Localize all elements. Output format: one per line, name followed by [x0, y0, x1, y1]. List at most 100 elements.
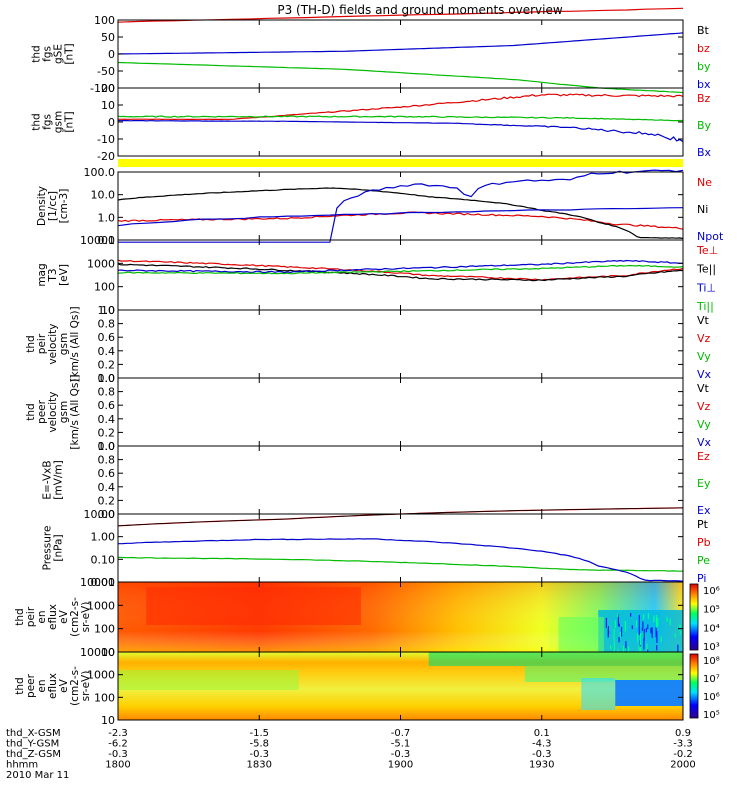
ion-noise-streak: [638, 643, 640, 652]
xaxis-row-label: hhmm: [6, 760, 38, 771]
By-line: [117, 115, 684, 122]
y-axis-label: [1/cc]: [47, 191, 59, 221]
legend-bx: bx: [697, 78, 711, 91]
ion-noise-streak: [647, 612, 649, 620]
xaxis-value: -0.3: [249, 749, 269, 760]
xaxis-value: 1930: [529, 760, 554, 771]
legend-Ti||: Ti||: [696, 300, 714, 313]
Ti-par-line: [117, 264, 684, 275]
y-tick-label: 10: [101, 99, 115, 112]
panel-frame-fgs_gse: [117, 19, 684, 89]
xaxis-value: -3.3: [673, 739, 693, 750]
Bx-line: [117, 119, 684, 143]
figure-title: P3 (TH-D) fields and ground moments over…: [277, 3, 562, 17]
xaxis-value: -0.3: [391, 749, 411, 760]
ion-noise-streak: [679, 631, 681, 635]
Ti-perp-line: [117, 259, 684, 274]
legend-Ne: Ne: [697, 176, 712, 189]
electron-top-band: [428, 652, 683, 666]
ion-noise-streak: [610, 645, 612, 650]
colorbar-label: 10⁵: [703, 710, 720, 721]
legend-Vx: Vx: [697, 436, 712, 449]
y-tick-label: 0.8: [98, 386, 116, 399]
y-tick-label: 10: [101, 304, 115, 317]
ion-noise-streak: [642, 613, 645, 620]
y-axis-label: Pressure: [42, 526, 54, 571]
y-axis-label: [cm-3]: [58, 189, 70, 224]
ion-noise-streak: [638, 626, 640, 635]
ion-noise-streak: [614, 620, 616, 629]
y-tick-label: 1.0: [98, 440, 116, 453]
y-axis-label: thd: [14, 608, 26, 625]
y-tick-label: 20: [101, 82, 115, 95]
y-axis-label: peir: [36, 333, 48, 354]
xaxis-value: -5.8: [249, 739, 269, 750]
y-tick-label: 0.8: [98, 454, 116, 467]
y-tick-label: 50: [101, 31, 115, 44]
y-tick-label: 0: [108, 116, 115, 129]
electron-upper-green: [524, 666, 683, 682]
colorbar-label: 10³: [703, 642, 720, 653]
ion-noise-streak: [617, 613, 620, 627]
ion-noise-streak: [657, 618, 659, 627]
y-axis-label: thd: [25, 335, 37, 352]
y-axis-label: [mV/m]: [53, 460, 65, 499]
legend-By: By: [697, 119, 712, 132]
Ne-line: [117, 211, 684, 230]
ion-red-core: [146, 587, 361, 625]
xaxis-value: 1830: [247, 760, 272, 771]
ion-noise-streak: [619, 632, 621, 639]
xaxis-value: -1.5: [249, 728, 269, 739]
y-axis-label: eflux: [47, 673, 59, 699]
y-axis-label: velocity: [47, 391, 59, 432]
ion-noise-streak: [613, 642, 615, 655]
ion-colorbar: [689, 583, 699, 651]
ion-noise-streak: [643, 638, 645, 650]
y-axis-label: mag: [36, 263, 48, 286]
xaxis-value: 1800: [105, 760, 130, 771]
y-tick-label: 0.2: [98, 426, 116, 439]
y-tick-label: 10: [101, 714, 115, 727]
Ni-line: [117, 187, 684, 240]
y-axis-label: [km/s (All Qs)]: [69, 374, 81, 449]
xaxis-value: -0.3: [108, 749, 128, 760]
Pe-line: [117, 556, 684, 572]
ion-noise-streak: [653, 615, 655, 623]
ion-noise-streak: [666, 617, 668, 622]
y-axis-label: eV: [58, 678, 70, 692]
legend-Vt: Vt: [697, 314, 710, 327]
legend-Te⊥: Te⊥: [696, 244, 718, 257]
xaxis-value: -0.3: [532, 749, 552, 760]
legend-Ni: Ni: [697, 203, 708, 216]
y-axis-label: gsm: [58, 401, 70, 423]
y-tick-label: 0.6: [98, 399, 116, 412]
y-axis-label: E=-VxB: [42, 460, 54, 499]
ion-noise-streak: [639, 633, 642, 646]
legend-Vy: Vy: [697, 418, 711, 431]
electron-green-band: [118, 670, 299, 690]
colorbar-label: 10⁶: [703, 586, 720, 597]
ion-noise-streak: [622, 645, 624, 654]
y-tick-label: -20: [97, 150, 115, 163]
legend-Pt: Pt: [697, 518, 709, 531]
legend-Vz: Vz: [697, 332, 711, 345]
ion-noise-streak: [656, 630, 658, 644]
y-tick-label: 10000: [80, 576, 115, 589]
legend-Ex: Ex: [697, 504, 711, 517]
y-axis-label: [eV]: [58, 264, 70, 286]
ion-noise-streak: [613, 628, 615, 642]
ion-noise-streak: [650, 628, 652, 633]
ion-noise-streak: [651, 627, 653, 638]
y-axis-label: T3: [47, 268, 59, 282]
ion-noise-streak: [608, 625, 611, 631]
legend-Ey: Ey: [697, 477, 711, 490]
ion-noise-streak: [624, 620, 626, 632]
y-tick-label: 0.0: [98, 440, 116, 453]
ion-green-patch: [558, 617, 604, 652]
y-tick-label: 10000: [80, 234, 115, 247]
by-line: [117, 61, 684, 94]
y-axis-label: peir: [25, 606, 37, 627]
ion-noise-streak: [628, 646, 630, 656]
xaxis-value: -0.7: [391, 728, 411, 739]
Pi-line: [117, 538, 684, 582]
